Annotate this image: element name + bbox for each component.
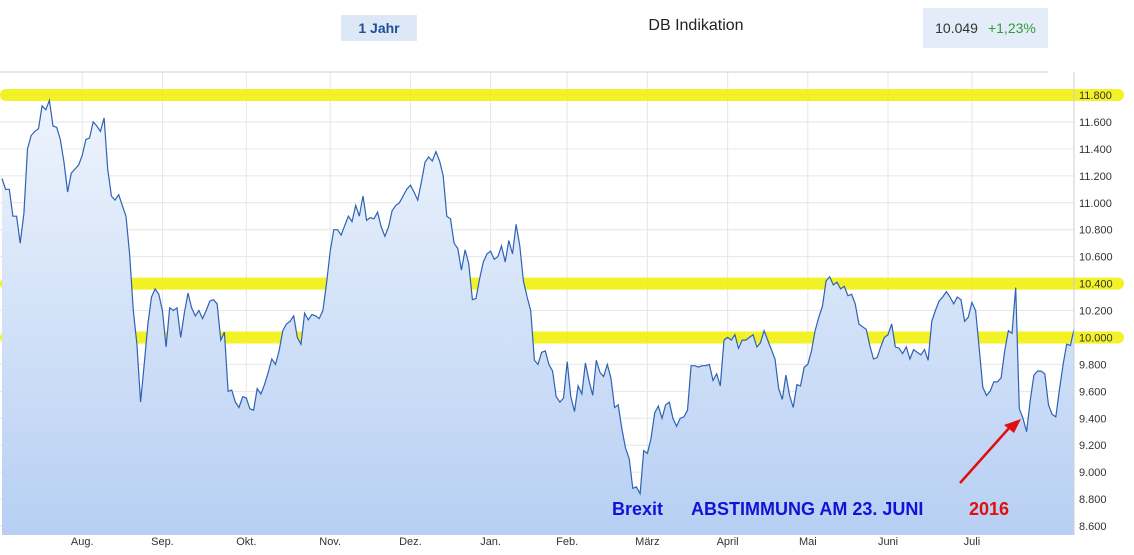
x-tick-label: Nov. [319, 536, 341, 548]
price-line [1, 98, 1075, 496]
x-tick-label: April [717, 536, 739, 548]
y-tick-label: 10.400 [1079, 279, 1113, 291]
quote-value: 10.049 [935, 20, 978, 36]
quote-box: 10.049 +1,23% [923, 8, 1048, 48]
y-tick-label: 11.800 [1079, 90, 1112, 102]
x-tick-label: Juli [964, 536, 981, 548]
x-axis-ticks: Aug. Sep. Okt. Nov. Dez. Jan. Feb. März April Mai… [71, 536, 980, 548]
x-tick-label: Okt. [236, 536, 256, 548]
y-tick-label: 10.600 [1079, 252, 1113, 264]
x-tick-label: Aug. [71, 536, 94, 548]
x-tick-label: März [635, 536, 659, 548]
y-tick-label: 11.600 [1079, 117, 1112, 129]
instrument-label: DB Indikation [648, 17, 744, 34]
y-tick-label: 9.200 [1079, 440, 1107, 452]
x-tick-label: Sep. [151, 536, 174, 548]
y-tick-label: 10.000 [1079, 332, 1113, 344]
price-area [2, 100, 1074, 536]
x-tick-label: Dez. [399, 536, 422, 548]
x-tick-label: Jan. [480, 536, 501, 548]
y-tick-label: 11.000 [1079, 198, 1112, 210]
highlight-band [0, 89, 1124, 101]
quote-change: +1,23% [987, 20, 1036, 36]
x-tick-label: Feb. [556, 536, 578, 548]
y-tick-label: 11.200 [1079, 171, 1112, 183]
y-tick-label: 9.400 [1079, 413, 1107, 425]
y-tick-label: 9.600 [1079, 386, 1107, 398]
highlight-band [0, 277, 1124, 290]
annotation-year: 2016 [969, 499, 1009, 519]
y-tick-label: 10.200 [1079, 306, 1113, 318]
annotation-vote-date: ABSTIMMUNG AM 23. JUNI [691, 499, 923, 519]
arrow-shaft [959, 426, 1011, 484]
arrow-annotation [959, 419, 1021, 484]
period-button-1-year[interactable]: 1 Jahr [341, 15, 417, 41]
y-tick-label: 9.800 [1079, 359, 1107, 371]
arrow-head [1004, 419, 1021, 433]
y-tick-label: 8.600 [1079, 521, 1107, 533]
y-tick-label: 9.000 [1079, 467, 1107, 479]
x-tick-label: Juni [878, 536, 898, 548]
y-tick-label: 8.800 [1079, 494, 1107, 506]
y-axis-ticks: 8.600 8.800 9.000 9.200 9.400 9.600 9.800 10.00… [1079, 90, 1113, 533]
annotation-brexit: Brexit [612, 499, 663, 519]
y-tick-label: 10.800 [1079, 225, 1113, 237]
x-tick-label: Mai [799, 536, 817, 548]
y-tick-label: 11.400 [1079, 144, 1112, 156]
